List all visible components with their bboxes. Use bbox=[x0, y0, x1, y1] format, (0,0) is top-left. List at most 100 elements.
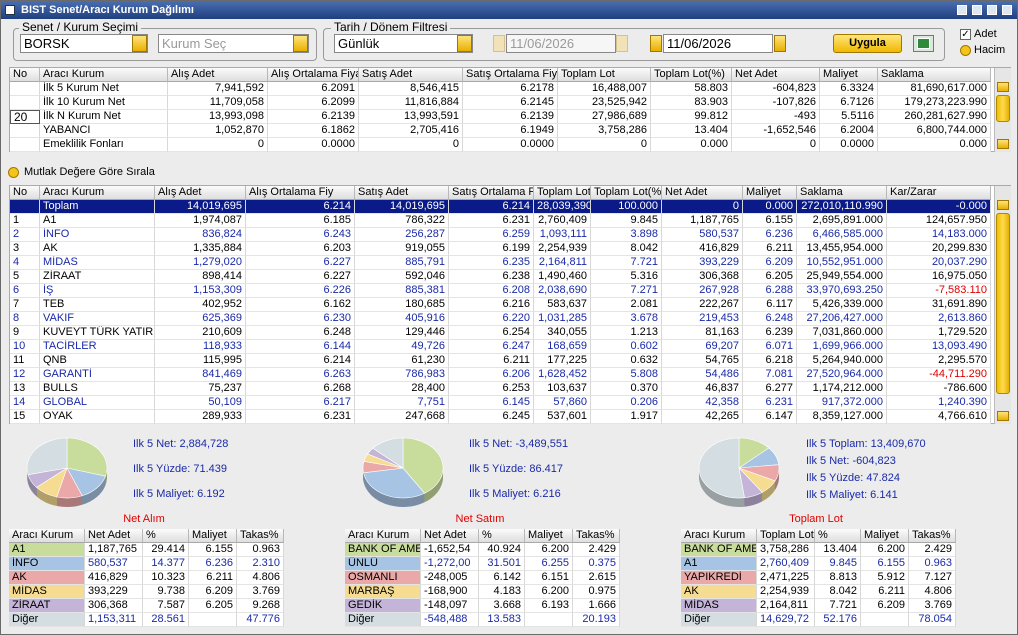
column-header: % bbox=[479, 529, 525, 543]
scroll-down[interactable] bbox=[997, 411, 1009, 421]
scroll-thumb[interactable] bbox=[996, 213, 1010, 394]
maximize-button[interactable] bbox=[987, 5, 997, 15]
table-cell: 0.632 bbox=[591, 354, 662, 368]
table-cell: 2,295.570 bbox=[887, 354, 991, 368]
table-cell: 6.162 bbox=[246, 298, 355, 312]
table-cell: A1 bbox=[40, 214, 155, 228]
table-cell: 6.117 bbox=[743, 298, 797, 312]
close-button[interactable] bbox=[1002, 5, 1012, 15]
table-cell: 6.214 bbox=[246, 200, 355, 214]
table-cell: İNFO bbox=[40, 228, 155, 242]
minimize-button[interactable] bbox=[957, 5, 967, 15]
window-icon bbox=[5, 5, 15, 15]
table-cell: 6,466,585.000 bbox=[797, 228, 887, 242]
table-cell: 2,760,409 bbox=[534, 214, 591, 228]
broker-combo[interactable]: Kurum Seç bbox=[158, 34, 309, 53]
table-cell: 61,230 bbox=[355, 354, 449, 368]
table-cell: 31.501 bbox=[479, 557, 525, 571]
table-cell: 6.2139 bbox=[268, 110, 359, 124]
table-cell: 6.243 bbox=[246, 228, 355, 242]
table-cell: 3.678 bbox=[591, 312, 662, 326]
table-cell: 0.370 bbox=[591, 382, 662, 396]
date-to[interactable]: 11/06/2026 bbox=[663, 34, 773, 53]
checkbox[interactable]: ✓ bbox=[960, 29, 971, 40]
table-cell: 2,254,939 bbox=[534, 242, 591, 256]
table-cell: 0.0000 bbox=[820, 138, 878, 152]
date-from[interactable]: 11/06/2026 bbox=[506, 34, 616, 53]
table-cell: 5.808 bbox=[591, 368, 662, 382]
column-header: Net Adet bbox=[662, 186, 743, 200]
date-step[interactable] bbox=[650, 35, 662, 52]
stat-line: Ilk 5 Yüzde: 86.417 bbox=[469, 463, 563, 475]
table-cell: 7.721 bbox=[815, 599, 861, 613]
column-header: Maliyet bbox=[189, 529, 237, 543]
table-cell: 6.218 bbox=[743, 354, 797, 368]
table-cell: 6.239 bbox=[743, 326, 797, 340]
table-cell: -248,005 bbox=[421, 571, 479, 585]
table-cell: İŞ bbox=[40, 284, 155, 298]
table-cell: -107,826 bbox=[732, 96, 820, 110]
table-cell: 13,993,098 bbox=[168, 110, 268, 124]
table-cell: 0.000 bbox=[743, 200, 797, 214]
table-cell: 2.615 bbox=[573, 571, 620, 585]
stat-line: Ilk 5 Maliyet: 6.141 bbox=[806, 489, 898, 501]
table-cell: GEDİK bbox=[345, 599, 421, 613]
column-header: Kar/Zarar bbox=[887, 186, 991, 200]
scroll-down[interactable] bbox=[997, 139, 1009, 149]
scroll-thumb[interactable] bbox=[996, 95, 1010, 122]
table-cell: 13,455,954.000 bbox=[797, 242, 887, 256]
table-cell: 2,695,891.000 bbox=[797, 214, 887, 228]
column-header: Takas% bbox=[909, 529, 956, 543]
table-cell: 6.209 bbox=[743, 256, 797, 270]
table-cell: 6.205 bbox=[189, 599, 237, 613]
table-cell: 2,471,225 bbox=[757, 571, 815, 585]
pie-area: Ilk 5 Net: 2,884,728 Ilk 5 Yüzde: 71.439 I… bbox=[26, 437, 926, 525]
table-cell: 1,699,966.000 bbox=[797, 340, 887, 354]
period-combo[interactable]: Günlük bbox=[334, 34, 473, 53]
stat-line: Ilk 5 Yüzde: 47.824 bbox=[806, 472, 900, 484]
table-cell: -1,652,54 bbox=[421, 543, 479, 557]
table-cell: İlk N Kurum Net bbox=[40, 110, 168, 124]
table-cell: 1,974,087 bbox=[155, 214, 246, 228]
table-cell: 78.054 bbox=[909, 613, 956, 627]
table-cell: 1,240.390 bbox=[887, 396, 991, 410]
table-cell: 4.183 bbox=[479, 585, 525, 599]
table-cell: 6.247 bbox=[449, 340, 534, 354]
date-step[interactable] bbox=[774, 35, 786, 52]
table-cell: 6.205 bbox=[743, 270, 797, 284]
table-cell: 6.230 bbox=[246, 312, 355, 326]
date-step[interactable] bbox=[616, 35, 628, 52]
symbol-combo[interactable]: BORSK bbox=[20, 34, 148, 53]
table-cell: 583,637 bbox=[534, 298, 591, 312]
table-cell: 28.561 bbox=[143, 613, 189, 627]
combo-arrow[interactable] bbox=[132, 35, 147, 52]
table-cell: İlk 10 Kurum Net bbox=[40, 96, 168, 110]
table-cell: 13.404 bbox=[815, 543, 861, 557]
scroll-up[interactable] bbox=[997, 82, 1009, 92]
date-group bbox=[323, 28, 945, 61]
table-cell: 3.898 bbox=[591, 228, 662, 242]
table-cell: 6.211 bbox=[743, 242, 797, 256]
table-cell: 3 bbox=[10, 242, 40, 256]
date-step[interactable] bbox=[493, 35, 505, 52]
table-cell: 13,093.490 bbox=[887, 340, 991, 354]
combo-arrow[interactable] bbox=[457, 35, 472, 52]
scroll-up[interactable] bbox=[997, 200, 1009, 210]
radio[interactable] bbox=[8, 167, 19, 178]
table-cell: 267,928 bbox=[662, 284, 743, 298]
table-cell: 6.209 bbox=[861, 599, 909, 613]
table-cell: 69,207 bbox=[662, 340, 743, 354]
combo-arrow[interactable] bbox=[293, 35, 308, 52]
table-cell: 8,546,415 bbox=[359, 82, 463, 96]
table-cell: MİDAS bbox=[9, 585, 85, 599]
column-header: Aracı Kurum bbox=[681, 529, 757, 543]
apply-button[interactable]: Uygula bbox=[833, 34, 902, 53]
radio[interactable] bbox=[960, 45, 971, 56]
table-cell: Diğer bbox=[9, 613, 85, 627]
column-header: Maliyet bbox=[820, 68, 878, 82]
column-header: Aracı Kurum bbox=[40, 68, 168, 82]
excel-icon bbox=[917, 38, 930, 49]
restore-button[interactable] bbox=[972, 5, 982, 15]
table-cell: 6.1862 bbox=[268, 124, 359, 138]
stat-line: Ilk 5 Net: -604,823 bbox=[806, 455, 896, 467]
